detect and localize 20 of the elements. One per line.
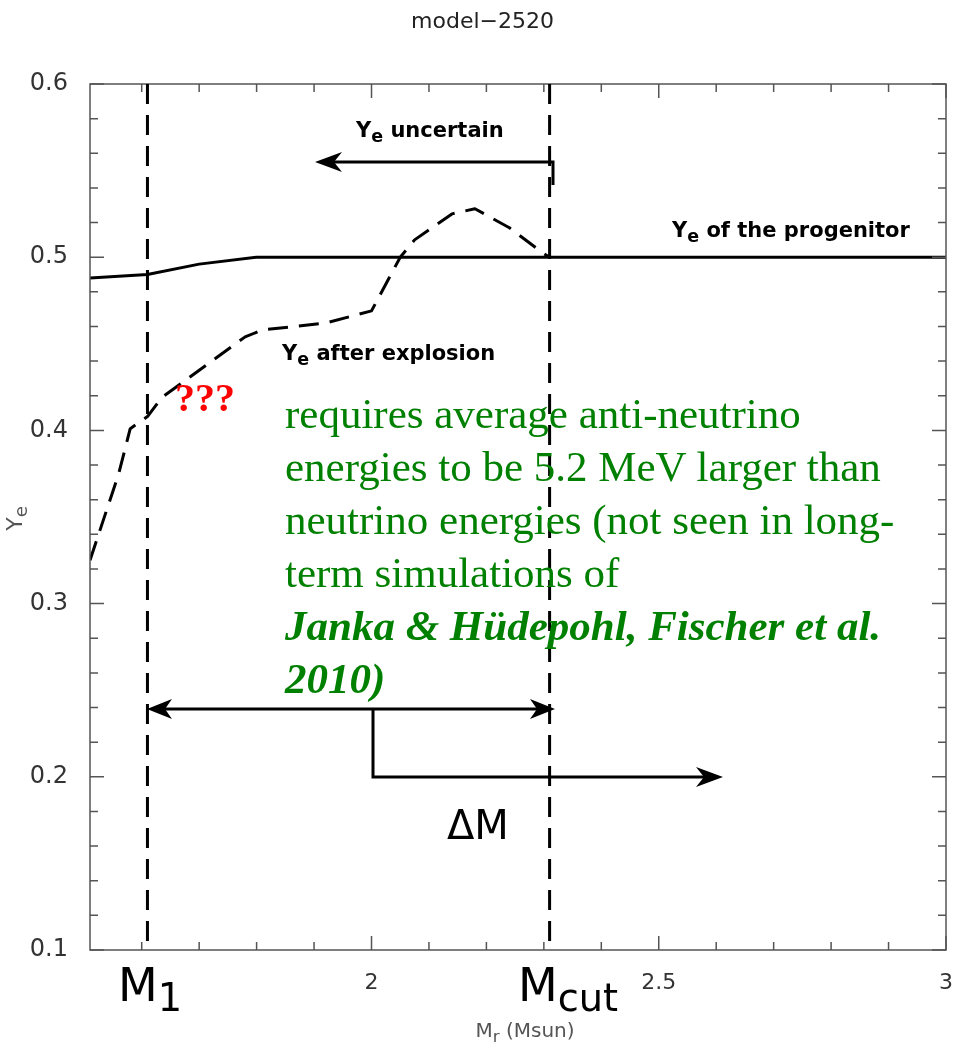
y-tick-label: 0.2 — [29, 761, 68, 790]
chart-title: model−2520 — [410, 8, 555, 33]
x-tick-label: 3 — [939, 968, 953, 994]
series-label: Y$_{e}$ of the progenitor — [672, 218, 910, 247]
annotation: Janka & Hüdepohl, Fischer et al. 2010) — [285, 601, 883, 704]
y-tick-label: 0.4 — [29, 414, 68, 443]
y-tick-label: 0.3 — [29, 587, 68, 616]
x-tick-label: 2.5 — [641, 968, 677, 994]
annotation: Y$_{e}$ uncertain — [356, 118, 504, 147]
annotation: ΔM — [447, 802, 509, 848]
ref-line-label: M$_{1}$ — [118, 958, 183, 1021]
y-tick-label: 0.6 — [29, 68, 68, 97]
annotation: requires average anti-neutrino energies to be 5.2 MeV larger than neutrino energies (not seen in long-term simulations of — [285, 389, 896, 598]
annotation: ??? — [175, 375, 235, 420]
series-label: Y$_{e}$ after explosion — [282, 341, 496, 370]
x-tick-label: 2 — [364, 968, 379, 994]
x-axis-title: M$_{r}$ (Msun) — [474, 1018, 576, 1046]
y-tick-label: 0.5 — [29, 241, 68, 270]
y-tick-label: 0.1 — [29, 934, 68, 963]
ref-line-label: M$_{cut}$ — [518, 958, 619, 1021]
